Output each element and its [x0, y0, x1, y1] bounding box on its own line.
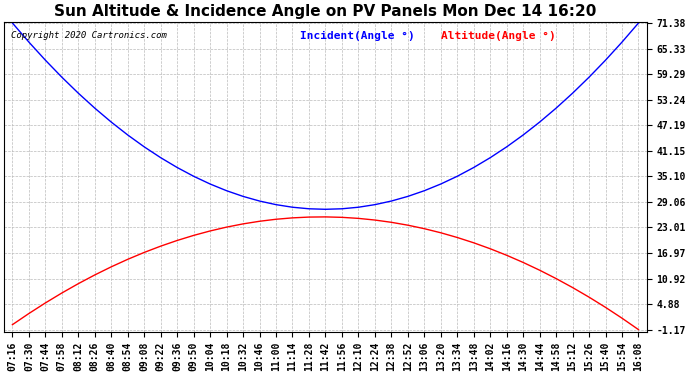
Text: Altitude(Angle °): Altitude(Angle °): [441, 31, 556, 41]
Text: Copyright 2020 Cartronics.com: Copyright 2020 Cartronics.com: [10, 31, 166, 40]
Title: Sun Altitude & Incidence Angle on PV Panels Mon Dec 14 16:20: Sun Altitude & Incidence Angle on PV Pan…: [55, 4, 597, 19]
Text: Incident(Angle °): Incident(Angle °): [299, 31, 415, 41]
